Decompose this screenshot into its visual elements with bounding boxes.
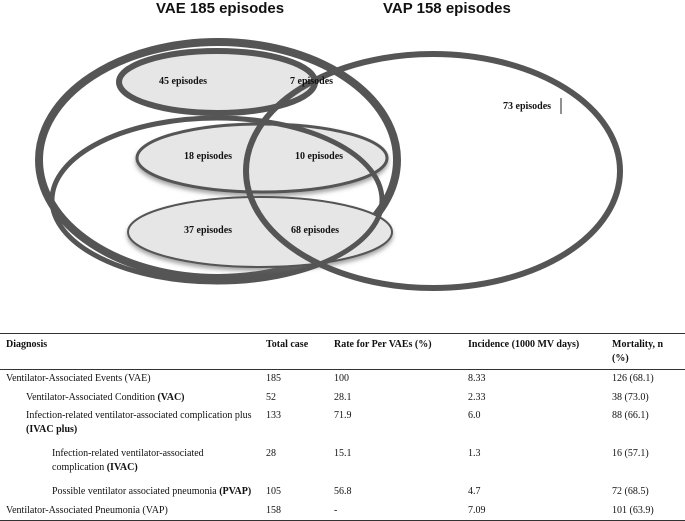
- total-cell: 185: [266, 373, 281, 384]
- vae-title: VAE 185 episodes: [156, 0, 285, 17]
- diagnosis-text: Ventilator-Associated Events (VAE): [6, 373, 151, 384]
- region-73-label: 73 episodes: [503, 101, 552, 112]
- diagnosis-text: Infection-related ventilator-associated …: [26, 410, 252, 421]
- incidence-cell: 4.7: [468, 486, 481, 497]
- diagnosis-cell: Infection-related ventilator-associated …: [0, 407, 260, 439]
- header-diagnosis: Diagnosis: [0, 333, 260, 370]
- table-row: Ventilator-Associated Events (VAE) 185 1…: [0, 370, 685, 389]
- diagnosis-abbreviation: (IVAC plus): [26, 423, 78, 435]
- rate-cell: 56.8: [334, 486, 352, 497]
- vap-set-ellipse: [243, 51, 623, 291]
- diagnosis-abbreviation: (IVAC): [106, 461, 138, 473]
- total-cell: 52: [266, 391, 276, 403]
- total-cell: 158: [260, 501, 328, 521]
- vap-title: VAP 158 episodes: [383, 0, 511, 17]
- diagnosis-abbreviation: (VAC): [157, 391, 185, 403]
- venn-diagram: [35, 38, 623, 291]
- table-header-row: Diagnosis Total case Rate for Per VAEs (…: [0, 333, 685, 370]
- mortality-cell: 38 (73.0): [612, 391, 649, 403]
- region-10-label: 10 episodes: [295, 151, 344, 162]
- incidence-cell: 8.33: [468, 373, 486, 384]
- mortality-cell: 16 (57.1): [612, 448, 649, 459]
- diagnosis-text: Ventilator-Associated Pneumonia (VAP): [6, 504, 168, 516]
- rate-cell: 15.1: [334, 448, 352, 459]
- diagnosis-cell: Possible ventilator associated pneumonia…: [0, 477, 260, 502]
- incidence-cell: 7.09: [462, 501, 606, 521]
- region-68-label: 68 episodes: [291, 225, 340, 236]
- diagnosis-text: Ventilator-Associated Condition: [26, 391, 158, 403]
- rate-cell: 71.9: [334, 410, 352, 421]
- rate-cell: 100: [334, 373, 349, 384]
- mortality-cell: 101 (63.9): [606, 501, 685, 521]
- mortality-cell: 72 (68.5): [612, 486, 649, 497]
- table-row: Infection-related ventilator-associated …: [0, 407, 685, 439]
- total-cell: 133: [266, 410, 281, 421]
- header-total-case: Total case: [260, 333, 328, 370]
- vac-subset-ellipse: [116, 48, 318, 116]
- header-rate: Rate for Per VAEs (%): [328, 333, 462, 370]
- diagnosis-text: Infection-related ventilator-associated …: [52, 448, 204, 473]
- region-18-label: 18 episodes: [184, 151, 233, 162]
- incidence-cell: 1.3: [468, 448, 481, 459]
- region-7-label: 7 episodes: [290, 76, 334, 87]
- region-45-label: 45 episodes: [159, 76, 208, 87]
- diagnosis-abbreviation: (PVAP): [219, 486, 252, 497]
- region-37-label: 37 episodes: [184, 225, 233, 236]
- mortality-cell: 126 (68.1): [612, 373, 654, 384]
- diagnosis-cell: Ventilator-Associated Pneumonia (VAP): [0, 501, 260, 521]
- ivac-plus-set-ellipse: [49, 115, 385, 285]
- incidence-cell: 2.33: [468, 391, 486, 403]
- table-row: Infection-related ventilator-associated …: [0, 439, 685, 477]
- rate-cell: 28.1: [334, 391, 352, 403]
- header-mortality: Mortality, n (%): [606, 333, 685, 370]
- diagnosis-cell: Ventilator-Associated Condition (VAC): [0, 389, 260, 408]
- ivac-subset-ellipse: [135, 122, 389, 194]
- diagnosis-table: Diagnosis Total case Rate for Per VAEs (…: [0, 333, 685, 521]
- diagnosis-cell: Infection-related ventilator-associated …: [0, 439, 260, 477]
- incidence-cell: 6.0: [468, 410, 481, 421]
- total-cell: 28: [266, 448, 276, 459]
- table-row: Ventilator-Associated Condition (VAC) 52…: [0, 389, 685, 408]
- header-incidence: Incidence (1000 MV days): [462, 333, 606, 370]
- pvap-subset-ellipse: [127, 196, 393, 268]
- diagnosis-cell: Ventilator-Associated Events (VAE): [0, 370, 260, 389]
- vae-set-ellipse: [35, 38, 401, 282]
- diagnosis-text: Possible ventilator associated pneumonia: [52, 486, 220, 497]
- total-cell: 105: [266, 486, 281, 497]
- table-row: Ventilator-Associated Pneumonia (VAP) 15…: [0, 501, 685, 521]
- mortality-cell: 88 (66.1): [612, 410, 649, 421]
- rate-cell: -: [328, 501, 462, 521]
- table-row: Possible ventilator associated pneumonia…: [0, 477, 685, 502]
